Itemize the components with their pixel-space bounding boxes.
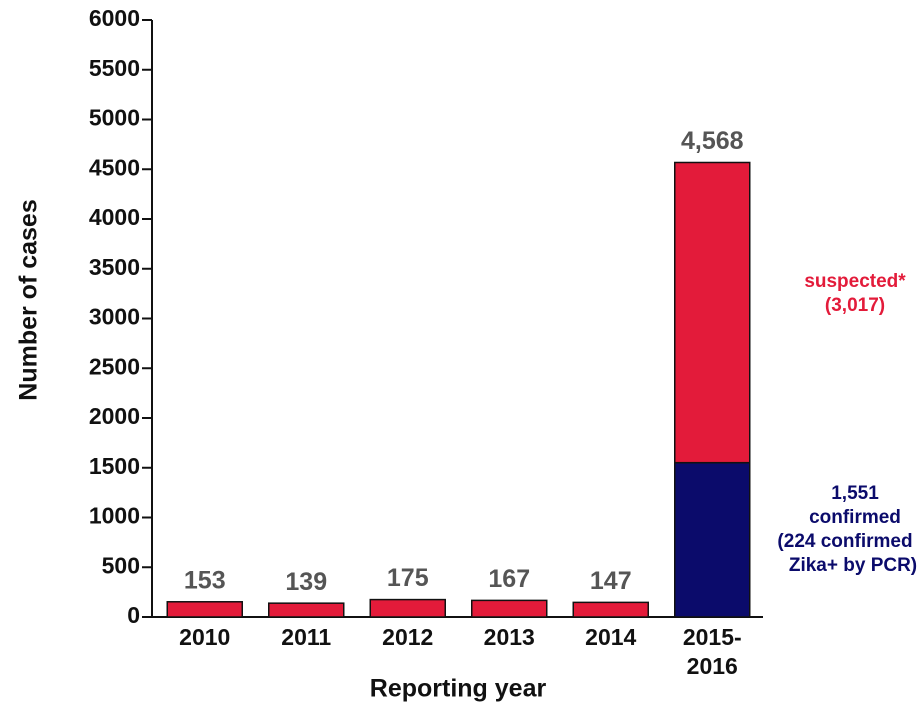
series-label: confirmed — [809, 507, 901, 528]
y-tick-label: 4500 — [89, 154, 140, 180]
total-label: 167 — [488, 565, 530, 593]
annotation: Zika+ by PCR) — [789, 555, 917, 576]
bar-segment — [268, 602, 345, 618]
y-axis-title: Number of cases — [15, 199, 43, 400]
y-tick-label: 5500 — [89, 55, 140, 81]
x-tick-label: 2013 — [484, 624, 535, 650]
total-label: 139 — [285, 568, 327, 596]
bar-segment — [674, 461, 751, 618]
annotation: (224 confirmed — [777, 531, 912, 552]
value-label: (3,017) — [825, 295, 885, 316]
y-tick-label: 5000 — [89, 105, 140, 131]
x-tick-label: 2016 — [687, 653, 738, 679]
y-tick-label: 4000 — [89, 204, 140, 230]
y-tick-label: 3000 — [89, 304, 140, 330]
x-tick-label: 2011 — [281, 624, 331, 650]
total-label: 147 — [590, 567, 632, 595]
x-tick-label: 2015- — [683, 624, 742, 650]
bar-segment — [674, 161, 751, 464]
bar-segment — [369, 598, 446, 618]
y-tick-label: 1000 — [89, 503, 140, 529]
y-tick-label: 500 — [102, 552, 140, 578]
y-tick-label: 3500 — [89, 254, 140, 280]
x-tick-label: 2010 — [179, 624, 230, 650]
y-tick-label: 1500 — [89, 453, 140, 479]
y-tick-label: 6000 — [89, 5, 140, 31]
series-label: suspected* — [804, 271, 906, 292]
y-tick-label: 2500 — [89, 353, 140, 379]
x-tick-label: 2012 — [382, 624, 433, 650]
total-label: 153 — [184, 566, 226, 594]
bar-segment — [166, 601, 243, 618]
bar-segment — [572, 601, 649, 618]
bar-segment — [471, 599, 548, 618]
value-label: 1,551 — [831, 483, 879, 504]
x-axis-title: Reporting year — [370, 675, 547, 703]
x-tick-label: 2014 — [585, 624, 636, 650]
y-tick-label: 0 — [127, 602, 140, 628]
total-label: 4,568 — [681, 127, 744, 155]
y-tick-label: 2000 — [89, 403, 140, 429]
total-label: 175 — [387, 564, 429, 592]
